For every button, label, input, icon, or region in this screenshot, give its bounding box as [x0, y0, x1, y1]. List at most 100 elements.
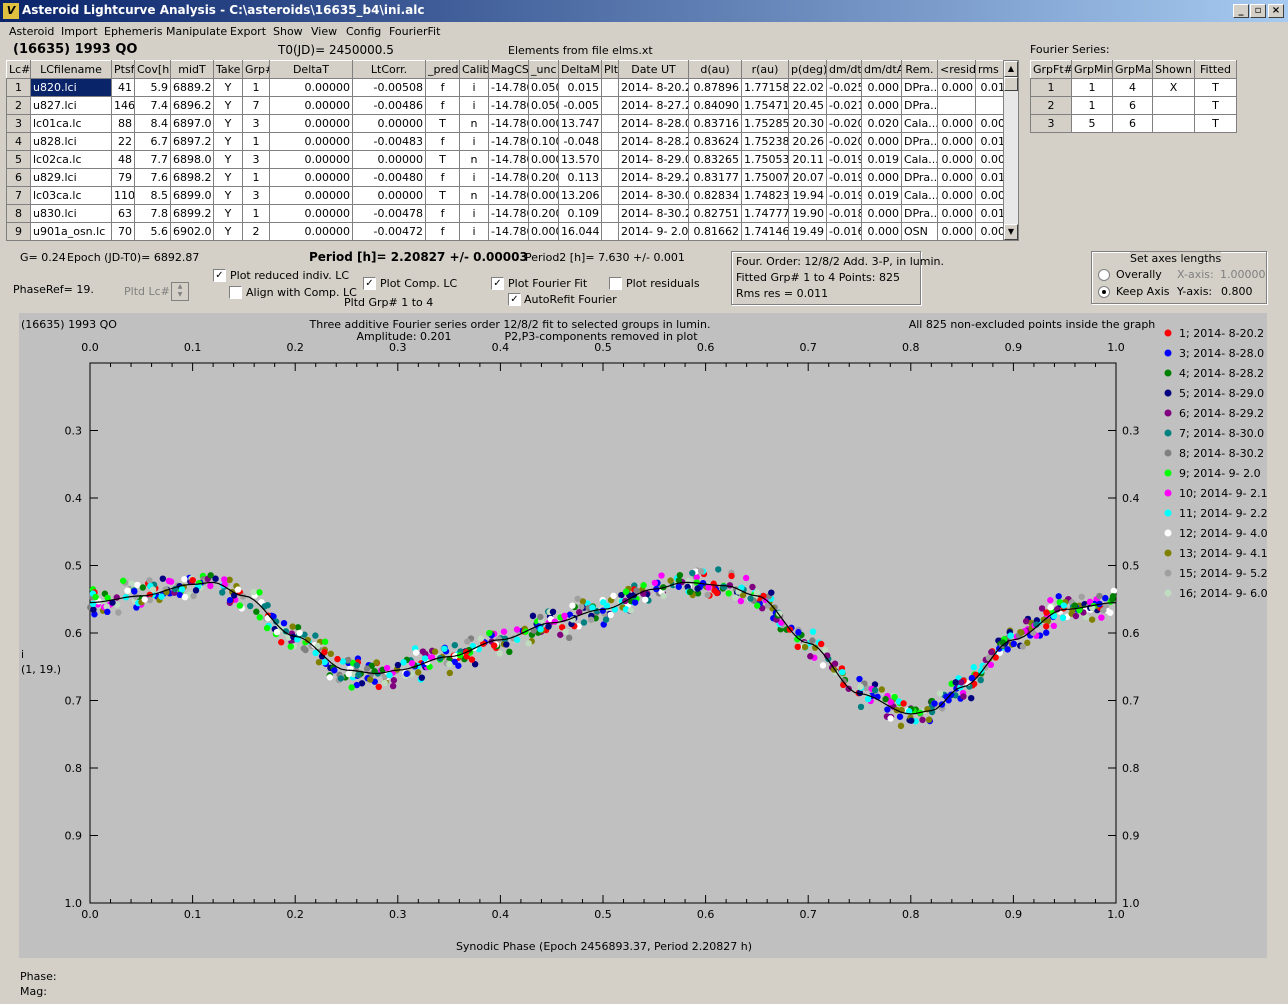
row-header[interactable]: 4	[6, 132, 31, 151]
table-cell[interactable]: 0.00000	[352, 186, 426, 205]
table-cell[interactable]: f	[425, 78, 460, 97]
table-cell[interactable]: 1	[242, 204, 270, 223]
table-cell[interactable]: 0.83716	[688, 114, 742, 133]
lightcurve-chart[interactable]: (16635) 1993 QO Three additive Fourier s…	[19, 313, 1267, 958]
table-cell[interactable]: 20.26	[788, 132, 827, 151]
row-header[interactable]: 1	[6, 78, 31, 97]
table-scrollbar[interactable]: ▲ ▼	[1003, 60, 1019, 241]
table-cell[interactable]: 41	[111, 78, 135, 97]
table-cell[interactable]: 1.75053	[741, 150, 789, 169]
table-cell[interactable]: Cala...	[901, 114, 938, 133]
table-cell[interactable]: 48	[111, 150, 135, 169]
table-cell[interactable]: -14.780	[488, 150, 529, 169]
table-cell[interactable]: 0.00000	[269, 168, 353, 187]
table-cell[interactable]: DPra...	[901, 168, 938, 187]
table-cell[interactable]: 0.050	[528, 96, 559, 115]
table-cell[interactable]: 0.000	[937, 78, 976, 97]
row-header[interactable]: 2	[1030, 96, 1072, 115]
menu-ephemeris[interactable]: Ephemeris	[104, 25, 163, 38]
table-cell[interactable]: 19.90	[788, 204, 827, 223]
table-cell[interactable]: -0.00478	[352, 204, 426, 223]
table-cell[interactable]: -14.780	[488, 168, 529, 187]
table-cell[interactable]: 0.019	[861, 150, 902, 169]
plot-fourier-checkbox[interactable]: ✓	[491, 277, 504, 290]
table-cell[interactable]: -0.019	[826, 186, 862, 205]
plot-reduced-checkbox[interactable]: ✓	[213, 269, 226, 282]
table-cell[interactable]: Y	[213, 186, 243, 205]
table-cell[interactable]: Y	[213, 168, 243, 187]
lc-col-header[interactable]: dm/dt	[826, 60, 862, 79]
table-cell[interactable]: u828.lci	[30, 132, 112, 151]
table-cell[interactable]: 1.75238	[741, 132, 789, 151]
table-cell[interactable]: 0.000	[528, 114, 559, 133]
table-cell[interactable]: DPra...	[901, 96, 938, 115]
table-cell[interactable]: u829.lci	[30, 168, 112, 187]
table-cell[interactable]: 63	[111, 204, 135, 223]
table-cell[interactable]: u827.lci	[30, 96, 112, 115]
lc-col-header[interactable]: _unc	[528, 60, 559, 79]
table-cell[interactable]: -0.00472	[352, 222, 426, 241]
fourier-cell[interactable]: T	[1194, 114, 1237, 133]
table-cell[interactable]: Y	[213, 132, 243, 151]
table-cell[interactable]: DPra...	[901, 132, 938, 151]
table-cell[interactable]: 6896.2	[170, 96, 214, 115]
menu-fourierfit[interactable]: FourierFit	[389, 25, 441, 38]
table-cell[interactable]: 0.82834	[688, 186, 742, 205]
table-cell[interactable]: 0.019	[861, 186, 902, 205]
table-cell[interactable]: 7.7	[134, 150, 171, 169]
table-cell[interactable]: 19.94	[788, 186, 827, 205]
plot-comp-checkbox[interactable]: ✓	[363, 277, 376, 290]
table-cell[interactable]: 2014- 8-28.2	[618, 132, 689, 151]
table-cell[interactable]: 7.8	[134, 204, 171, 223]
fourier-col-header[interactable]: GrpFt#	[1030, 60, 1072, 79]
table-cell[interactable]: -0.00480	[352, 168, 426, 187]
table-cell[interactable]: 2014- 8-27.2	[618, 96, 689, 115]
table-cell[interactable]: 2014- 8-30.2	[618, 204, 689, 223]
fourier-cell[interactable]: 1	[1071, 96, 1113, 115]
table-cell[interactable]: 0.81662	[688, 222, 742, 241]
fourier-cell[interactable]: 6	[1112, 96, 1153, 115]
table-row[interactable]: 2 u827.lci 146 7.4 6896.2 Y 7 0.00000 -0.00486 f i…	[6, 96, 1015, 115]
lc-col-header[interactable]: dm/dtA	[861, 60, 902, 79]
table-cell[interactable]: -0.005	[558, 96, 602, 115]
table-cell[interactable]: -0.019	[826, 168, 862, 187]
table-cell[interactable]: 0.000	[861, 168, 902, 187]
table-cell[interactable]	[601, 204, 619, 223]
table-cell[interactable]	[601, 150, 619, 169]
table-cell[interactable]: 19.49	[788, 222, 827, 241]
table-cell[interactable]: 0.00000	[269, 78, 353, 97]
table-cell[interactable]: -0.00486	[352, 96, 426, 115]
row-header[interactable]: 3	[6, 114, 31, 133]
table-cell[interactable]: 3	[242, 150, 270, 169]
table-cell[interactable]: 13.206	[558, 186, 602, 205]
table-cell[interactable]	[601, 168, 619, 187]
table-cell[interactable]: -0.020	[826, 114, 862, 133]
table-cell[interactable]: 6902.0	[170, 222, 214, 241]
table-cell[interactable]: 0.00000	[269, 132, 353, 151]
table-cell[interactable]: 70	[111, 222, 135, 241]
table-cell[interactable]: 0.000	[937, 150, 976, 169]
table-cell[interactable]: -0.016	[826, 222, 862, 241]
fourier-cell[interactable]: T	[1194, 78, 1237, 97]
table-cell[interactable]: 2014- 9- 2.0	[618, 222, 689, 241]
fourier-cell[interactable]: 4	[1112, 78, 1153, 97]
table-cell[interactable]: 5.6	[134, 222, 171, 241]
table-cell[interactable]: -14.780	[488, 78, 529, 97]
row-header[interactable]: 7	[6, 186, 31, 205]
table-cell[interactable]: 0.83177	[688, 168, 742, 187]
table-cell[interactable]: 0.00000	[269, 186, 353, 205]
fourier-cell[interactable]: 5	[1071, 114, 1113, 133]
menu-export[interactable]: Export	[230, 25, 267, 38]
table-cell[interactable]: lc01ca.lc	[30, 114, 112, 133]
table-cell[interactable]: -0.00508	[352, 78, 426, 97]
table-cell[interactable]: f	[425, 132, 460, 151]
table-cell[interactable]: 1.74777	[741, 204, 789, 223]
table-cell[interactable]: Y	[213, 150, 243, 169]
table-cell[interactable]: 0.000	[861, 222, 902, 241]
table-cell[interactable]: 1	[242, 168, 270, 187]
chart-svg[interactable]: (16635) 1993 QO Three additive Fourier s…	[19, 313, 1267, 958]
fourier-cell[interactable]: T	[1194, 96, 1237, 115]
table-cell[interactable]: 0.84090	[688, 96, 742, 115]
table-cell[interactable]: Y	[213, 222, 243, 241]
